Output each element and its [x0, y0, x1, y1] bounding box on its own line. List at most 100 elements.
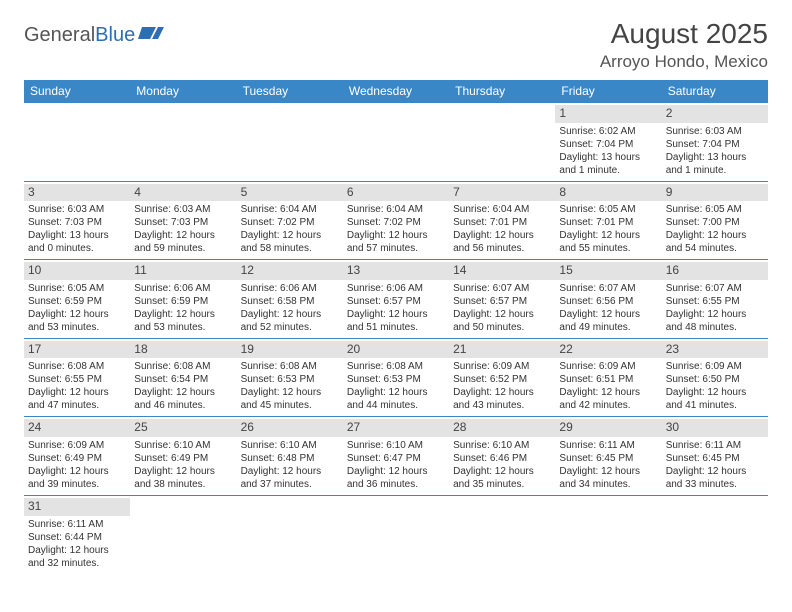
empty-cell — [343, 103, 449, 182]
sunset-line: Sunset: 7:01 PM — [453, 216, 551, 229]
daylight-line: Daylight: 12 hours and 33 minutes. — [666, 465, 764, 491]
calendar-row: 31 Sunrise: 6:11 AMSunset: 6:44 PMDayligh… — [24, 495, 768, 573]
sunset-line: Sunset: 6:54 PM — [134, 373, 232, 386]
day-number: 23 — [662, 341, 768, 359]
sunrise-line: Sunrise: 6:05 AM — [666, 203, 764, 216]
sunrise-line: Sunrise: 6:11 AM — [28, 518, 126, 531]
empty-cell — [555, 495, 661, 573]
sunrise-line: Sunrise: 6:08 AM — [28, 360, 126, 373]
day-number: 18 — [130, 341, 236, 359]
sunset-line: Sunset: 6:51 PM — [559, 373, 657, 386]
day-cell: 2Sunrise: 6:03 AMSunset: 7:04 PMDaylight… — [662, 103, 768, 182]
daylight-line: Daylight: 13 hours and 1 minute. — [666, 151, 764, 177]
day-number: 29 — [555, 419, 661, 437]
daylight-line: Daylight: 12 hours and 36 minutes. — [347, 465, 445, 491]
day-cell: 21Sunrise: 6:09 AMSunset: 6:52 PMDayligh… — [449, 338, 555, 417]
sunset-line: Sunset: 6:55 PM — [28, 373, 126, 386]
day-number: 20 — [343, 341, 449, 359]
sunrise-line: Sunrise: 6:09 AM — [453, 360, 551, 373]
sunrise-line: Sunrise: 6:09 AM — [28, 439, 126, 452]
calendar-body: 1Sunrise: 6:02 AMSunset: 7:04 PMDaylight… — [24, 103, 768, 574]
sunset-line: Sunset: 6:44 PM — [28, 531, 126, 544]
calendar-row: 1Sunrise: 6:02 AMSunset: 7:04 PMDaylight… — [24, 103, 768, 182]
day-cell: 16Sunrise: 6:07 AMSunset: 6:55 PMDayligh… — [662, 260, 768, 339]
calendar-row: 17Sunrise: 6:08 AMSunset: 6:55 PMDayligh… — [24, 338, 768, 417]
day-number: 2 — [662, 105, 768, 123]
daylight-line: Daylight: 12 hours and 42 minutes. — [559, 386, 657, 412]
day-cell: 10Sunrise: 6:05 AMSunset: 6:59 PMDayligh… — [24, 260, 130, 339]
day-number: 6 — [343, 184, 449, 202]
day-cell: 4Sunrise: 6:03 AMSunset: 7:03 PMDaylight… — [130, 181, 236, 260]
daylight-line: Daylight: 12 hours and 58 minutes. — [241, 229, 339, 255]
day-cell: 11Sunrise: 6:06 AMSunset: 6:59 PMDayligh… — [130, 260, 236, 339]
day-number: 8 — [555, 184, 661, 202]
sunrise-line: Sunrise: 6:04 AM — [453, 203, 551, 216]
empty-cell — [24, 103, 130, 182]
day-number: 24 — [24, 419, 130, 437]
sunset-line: Sunset: 6:49 PM — [134, 452, 232, 465]
sunrise-line: Sunrise: 6:10 AM — [241, 439, 339, 452]
weekday-header: Monday — [130, 80, 236, 103]
day-cell: 26 Sunrise: 6:10 AMSunset: 6:48 PMDayligh… — [237, 417, 343, 496]
daylight-line: Daylight: 12 hours and 32 minutes. — [28, 544, 126, 570]
sunset-line: Sunset: 6:53 PM — [347, 373, 445, 386]
sunrise-line: Sunrise: 6:06 AM — [134, 282, 232, 295]
sunrise-line: Sunrise: 6:03 AM — [666, 125, 764, 138]
day-number: 31 — [24, 498, 130, 516]
day-number: 26 — [237, 419, 343, 437]
sunset-line: Sunset: 6:52 PM — [453, 373, 551, 386]
sunrise-line: Sunrise: 6:09 AM — [666, 360, 764, 373]
day-number: 7 — [449, 184, 555, 202]
daylight-line: Daylight: 13 hours and 1 minute. — [559, 151, 657, 177]
logo: GeneralBlue — [24, 24, 164, 47]
daylight-line: Daylight: 12 hours and 52 minutes. — [241, 308, 339, 334]
weekday-header: Saturday — [662, 80, 768, 103]
sunset-line: Sunset: 7:04 PM — [559, 138, 657, 151]
sunset-line: Sunset: 7:02 PM — [241, 216, 339, 229]
sunrise-line: Sunrise: 6:04 AM — [241, 203, 339, 216]
sunrise-line: Sunrise: 6:04 AM — [347, 203, 445, 216]
day-cell: 25Sunrise: 6:10 AMSunset: 6:49 PMDayligh… — [130, 417, 236, 496]
daylight-line: Daylight: 12 hours and 39 minutes. — [28, 465, 126, 491]
empty-cell — [130, 103, 236, 182]
day-number: 22 — [555, 341, 661, 359]
day-cell: 28Sunrise: 6:10 AMSunset: 6:46 PMDayligh… — [449, 417, 555, 496]
day-cell: 27Sunrise: 6:10 AMSunset: 6:47 PMDayligh… — [343, 417, 449, 496]
calendar-page: GeneralBlue August 2025 Arroyo Hondo, Me… — [0, 0, 792, 592]
day-cell: 24Sunrise: 6:09 AMSunset: 6:49 PMDayligh… — [24, 417, 130, 496]
sunrise-line: Sunrise: 6:06 AM — [347, 282, 445, 295]
daylight-line: Daylight: 13 hours and 0 minutes. — [28, 229, 126, 255]
weekday-header: Thursday — [449, 80, 555, 103]
day-cell: 29Sunrise: 6:11 AMSunset: 6:45 PMDayligh… — [555, 417, 661, 496]
daylight-line: Daylight: 12 hours and 56 minutes. — [453, 229, 551, 255]
day-cell: 6Sunrise: 6:04 AMSunset: 7:02 PMDaylight… — [343, 181, 449, 260]
daylight-line: Daylight: 12 hours and 43 minutes. — [453, 386, 551, 412]
day-number: 21 — [449, 341, 555, 359]
day-number: 5 — [237, 184, 343, 202]
sunrise-line: Sunrise: 6:06 AM — [241, 282, 339, 295]
sunset-line: Sunset: 6:56 PM — [559, 295, 657, 308]
location: Arroyo Hondo, Mexico — [600, 52, 768, 72]
sunset-line: Sunset: 6:55 PM — [666, 295, 764, 308]
sunset-line: Sunset: 7:03 PM — [28, 216, 126, 229]
sunset-line: Sunset: 6:59 PM — [28, 295, 126, 308]
day-cell: 22Sunrise: 6:09 AMSunset: 6:51 PMDayligh… — [555, 338, 661, 417]
sunrise-line: Sunrise: 6:07 AM — [666, 282, 764, 295]
sunset-line: Sunset: 6:46 PM — [453, 452, 551, 465]
weekday-header: Wednesday — [343, 80, 449, 103]
day-number: 15 — [555, 262, 661, 280]
empty-cell — [237, 495, 343, 573]
day-number: 16 — [662, 262, 768, 280]
sunrise-line: Sunrise: 6:10 AM — [134, 439, 232, 452]
daylight-line: Daylight: 12 hours and 53 minutes. — [28, 308, 126, 334]
empty-cell — [449, 103, 555, 182]
daylight-line: Daylight: 12 hours and 37 minutes. — [241, 465, 339, 491]
sunset-line: Sunset: 6:57 PM — [347, 295, 445, 308]
sunset-line: Sunset: 6:48 PM — [241, 452, 339, 465]
flag-icon — [138, 25, 164, 46]
sunset-line: Sunset: 6:50 PM — [666, 373, 764, 386]
title-block: August 2025 Arroyo Hondo, Mexico — [600, 18, 768, 72]
sunrise-line: Sunrise: 6:05 AM — [559, 203, 657, 216]
sunset-line: Sunset: 6:58 PM — [241, 295, 339, 308]
sunset-line: Sunset: 6:47 PM — [347, 452, 445, 465]
